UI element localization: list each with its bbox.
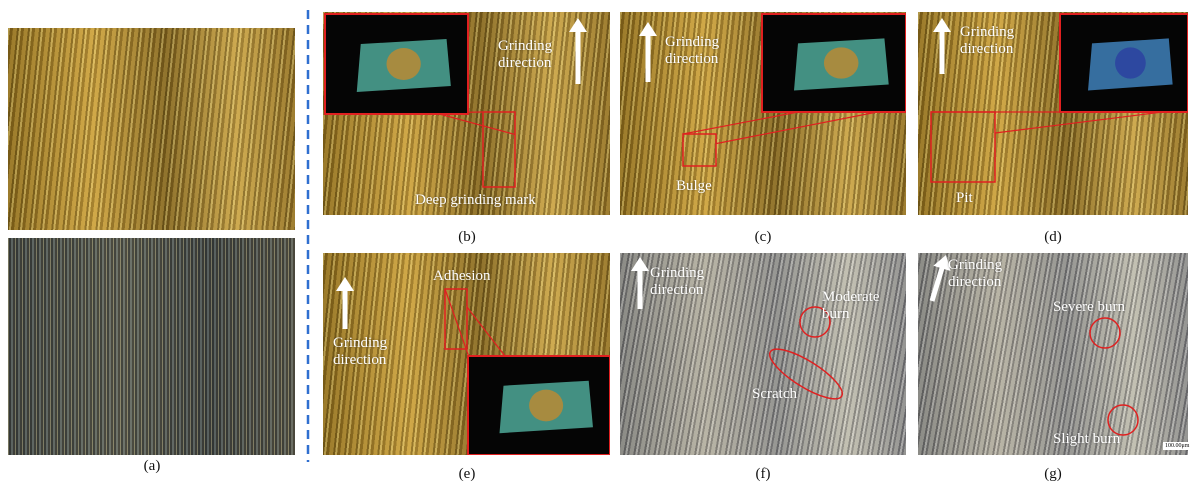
- panel-label: (a): [122, 458, 182, 475]
- annotation: Grinding direction: [665, 34, 755, 68]
- annotation: Grinding direction: [960, 24, 1050, 58]
- annotation: Grinding direction: [948, 257, 1038, 291]
- overlay: [620, 12, 906, 215]
- panel-label: (f): [733, 466, 793, 483]
- direction-arrow-head: [639, 22, 657, 36]
- annotation: Severe burn: [1053, 299, 1163, 316]
- annotation: Grinding direction: [333, 335, 423, 369]
- defect-box: [683, 134, 716, 166]
- direction-arrow-head: [933, 18, 951, 32]
- direction-arrow-shaft: [932, 265, 943, 301]
- annotation: Adhesion: [433, 268, 523, 285]
- panel-label: (e): [437, 466, 497, 483]
- leader-line: [716, 112, 877, 144]
- panel-label: (c): [733, 229, 793, 246]
- direction-arrow-head: [336, 277, 354, 291]
- annotation: Scratch: [752, 386, 832, 403]
- annotation: Moderate burn: [822, 289, 902, 323]
- scale-bar-label: 100.00μm: [1163, 442, 1191, 450]
- direction-arrow-head: [569, 18, 587, 32]
- leader-line: [995, 112, 1162, 133]
- micrograph: [8, 238, 295, 455]
- panel-label: (d): [1023, 229, 1083, 246]
- panel-label: (b): [437, 229, 497, 246]
- annotation: Grinding direction: [650, 265, 740, 299]
- surface-feature: [824, 47, 859, 78]
- leader-line: [439, 114, 515, 135]
- direction-arrow-head: [631, 257, 649, 271]
- annotation: Deep grinding mark: [415, 192, 615, 209]
- annotation: Grinding direction: [498, 38, 588, 72]
- defect-box: [483, 112, 515, 187]
- surface-feature: [529, 390, 563, 422]
- burn-marker: [1090, 318, 1120, 348]
- annotation: Bulge: [676, 178, 756, 195]
- annotation: Pit: [956, 190, 996, 207]
- surface-feature: [1115, 47, 1146, 78]
- annotation: Slight burn: [1053, 431, 1143, 448]
- overlay: [918, 12, 1188, 215]
- panel-label: (g): [1023, 466, 1083, 483]
- figure: (a) Grinding direction Deep grinding mark (…: [0, 0, 1194, 484]
- overlay: [8, 28, 295, 230]
- defect-box: [931, 112, 995, 182]
- surface-feature: [386, 48, 420, 80]
